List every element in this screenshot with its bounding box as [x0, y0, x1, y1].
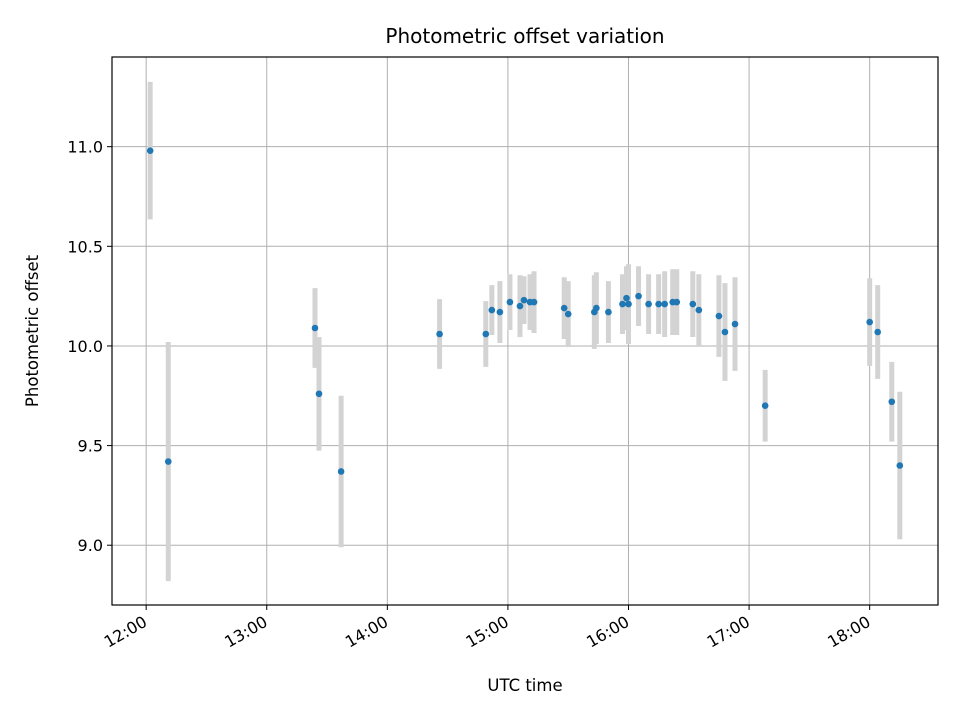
y-tick-label: 9.0 [78, 536, 103, 555]
data-point [866, 318, 873, 326]
data-point [605, 308, 612, 316]
data-point [146, 147, 154, 154]
data-point [482, 330, 490, 338]
data-point [721, 328, 729, 336]
y-tick-label: 10.0 [67, 337, 103, 356]
data-point [715, 312, 723, 320]
plot-frame [111, 56, 939, 606]
data-point [560, 304, 568, 312]
data-point [593, 304, 600, 312]
data-point [625, 300, 632, 308]
data-point [564, 310, 572, 318]
data-point [896, 462, 904, 469]
data-point [516, 302, 524, 310]
data-point [661, 300, 668, 308]
data-point [635, 292, 642, 300]
data-point [619, 300, 626, 308]
y-tick-label: 9.5 [78, 437, 103, 456]
data-point [311, 324, 319, 332]
data-point [761, 402, 769, 410]
y-axis: 9.0 9.5 10.0 10.5 11.0 [67, 138, 112, 555]
data-point [496, 308, 504, 316]
chart-title: Photometric offset variation [385, 24, 664, 48]
data-point [164, 458, 172, 465]
data-point [337, 468, 345, 475]
x-axis-label: UTC time [487, 676, 562, 695]
data-point [655, 300, 662, 308]
data-point [488, 306, 496, 314]
data-point [888, 398, 896, 406]
data-point [731, 320, 739, 328]
data-point [506, 298, 514, 306]
data-point [315, 390, 323, 398]
data-point [689, 300, 697, 308]
data-points [146, 147, 904, 475]
data-point [436, 330, 443, 338]
data-point [530, 298, 538, 306]
data-point [874, 328, 882, 336]
data-point [623, 294, 630, 302]
data-point [520, 296, 528, 304]
y-tick-label: 10.5 [67, 237, 103, 256]
y-axis-label: Photometric offset [23, 254, 42, 407]
data-point [645, 300, 652, 308]
data-point [695, 306, 703, 314]
y-tick-label: 11.0 [67, 138, 103, 157]
data-point [673, 298, 681, 306]
